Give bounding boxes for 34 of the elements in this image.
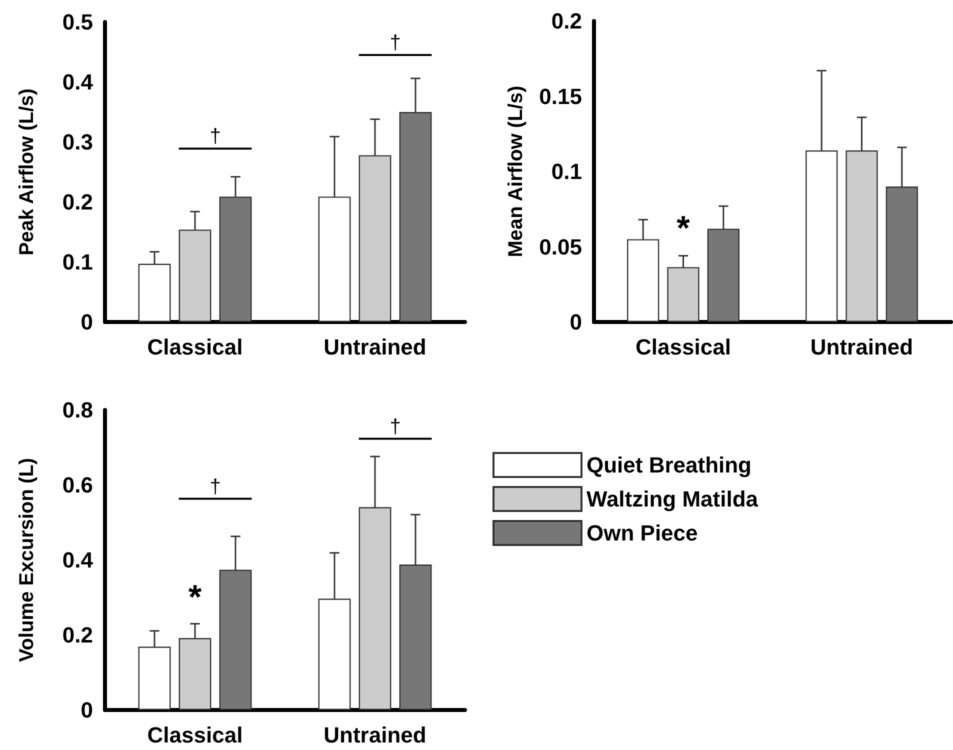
annotation: †	[210, 476, 221, 498]
annotation: *	[188, 578, 202, 616]
y-tick-label: 0.15	[539, 84, 582, 109]
y-tick-label: 0	[80, 310, 93, 334]
legend-label: Waltzing Matilda	[586, 486, 759, 512]
annotation: †	[390, 416, 401, 438]
y-tick-label: 0.5	[62, 10, 93, 34]
annotation: †	[390, 32, 401, 54]
x-tick-label: Classical	[147, 722, 243, 748]
y-tick-label: 0.4	[62, 70, 94, 94]
annotation: *	[676, 210, 691, 248]
annotation: †	[210, 126, 221, 148]
y-tick-label: 0.6	[62, 472, 93, 498]
y-tick-label: 0	[80, 698, 93, 722]
y-tick-label: 0.1	[62, 250, 93, 274]
y-axis-title: Volume Excursion (L)	[16, 458, 38, 662]
x-tick-label: Classical	[636, 334, 731, 360]
y-tick-label: 0.8	[62, 398, 93, 422]
y-tick-label: 0.2	[551, 8, 582, 34]
y-tick-label: 0	[570, 310, 582, 334]
y-tick-label: 0.3	[62, 130, 93, 154]
y-axis-title: Mean Airflow (L/s)	[505, 86, 527, 258]
x-tick-label: Classical	[147, 334, 243, 360]
y-tick-label: 0.2	[62, 622, 93, 648]
x-tick-label: Untrained	[810, 334, 914, 360]
x-tick-label: Untrained	[324, 334, 426, 360]
y-axis-title: Peak Airflow (L/s)	[16, 88, 38, 256]
legend-label: Quiet Breathing	[586, 452, 752, 478]
y-tick-label: 0.05	[539, 234, 582, 260]
x-tick-label: Untrained	[324, 722, 426, 748]
y-tick-label: 0.4	[62, 548, 94, 572]
legend-label: Own Piece	[586, 520, 698, 546]
y-tick-label: 0.2	[62, 190, 93, 214]
y-tick-label: 0.1	[551, 159, 582, 184]
